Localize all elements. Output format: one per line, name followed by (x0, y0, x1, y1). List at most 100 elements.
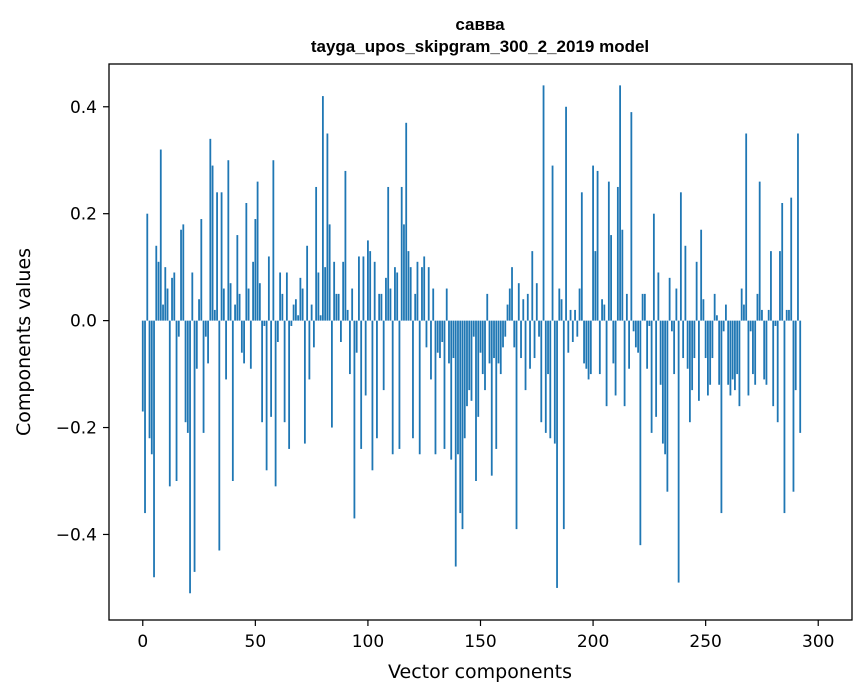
bar (299, 277, 302, 321)
bar (168, 320, 171, 487)
bar (547, 320, 549, 375)
x-tick-label: 50 (245, 632, 267, 652)
bar (549, 320, 552, 439)
bar (292, 304, 295, 321)
bar (164, 267, 167, 321)
bar (661, 320, 664, 444)
bar (540, 320, 543, 423)
bar (319, 315, 322, 321)
bar (594, 251, 597, 321)
bar (776, 320, 779, 423)
bar (403, 224, 405, 321)
bar (716, 315, 718, 321)
bar (619, 85, 621, 321)
bar (749, 320, 752, 332)
bar (493, 320, 495, 359)
bar (391, 320, 394, 455)
bar (279, 272, 282, 321)
bar (249, 320, 252, 369)
bars (141, 85, 802, 594)
bar (612, 320, 615, 364)
bar (605, 320, 608, 407)
bar (700, 229, 703, 321)
bar (520, 320, 522, 359)
bar (430, 320, 432, 380)
bar (479, 320, 482, 353)
bar (333, 261, 336, 321)
chart-title: савва (455, 15, 505, 34)
y-tick-label: 0.0 (70, 312, 97, 332)
bar (531, 251, 534, 321)
bar (240, 320, 243, 353)
bar (515, 320, 518, 530)
bar (207, 320, 209, 364)
bar (238, 293, 241, 321)
bar (745, 133, 748, 321)
bar (637, 320, 640, 353)
bar (670, 320, 673, 332)
bar (623, 320, 626, 407)
bar (583, 320, 585, 364)
bar (722, 320, 725, 332)
x-tick-label: 200 (577, 632, 609, 652)
bar (707, 320, 709, 396)
bar (788, 309, 790, 321)
bar (236, 235, 239, 321)
bar (740, 288, 743, 321)
bar (560, 299, 563, 321)
bar (511, 267, 513, 321)
bar (499, 320, 502, 375)
y-tick-label: −0.4 (56, 525, 97, 545)
bar (538, 320, 540, 337)
x-axis-ticks: 0 50 100 150 200 250 300 (137, 620, 834, 652)
bar (387, 186, 390, 321)
plot-frame (108, 63, 853, 621)
bar (785, 309, 788, 321)
bar (445, 288, 448, 321)
bar (616, 186, 619, 321)
bar (625, 293, 628, 321)
bar (229, 283, 232, 321)
bar (481, 320, 484, 375)
bar (761, 309, 763, 321)
bar (173, 272, 176, 321)
bar (781, 203, 784, 321)
bar (256, 181, 259, 321)
bar (243, 320, 245, 364)
bar (556, 320, 558, 588)
bar (702, 299, 705, 321)
bar (285, 272, 288, 321)
bar (522, 299, 525, 321)
bar (490, 320, 493, 476)
bar (659, 320, 662, 385)
bar (657, 272, 660, 321)
bar (204, 320, 207, 337)
bar (153, 320, 155, 578)
bar (526, 293, 529, 321)
bar (477, 320, 480, 417)
bar (267, 256, 270, 321)
bar (376, 320, 378, 439)
bar (470, 320, 473, 401)
bar (565, 106, 567, 321)
bar (360, 320, 363, 449)
bar (254, 219, 257, 321)
bar (569, 309, 572, 321)
bar (607, 181, 610, 321)
bar (195, 320, 198, 369)
bar (763, 320, 766, 380)
bar (551, 165, 554, 321)
bar (144, 320, 146, 514)
bar (603, 304, 606, 321)
bar (252, 261, 254, 321)
bar (646, 320, 649, 369)
bar (725, 304, 727, 321)
bar (587, 320, 590, 380)
bar (340, 320, 342, 342)
bar (472, 320, 475, 337)
bar (423, 256, 426, 321)
bar (396, 272, 399, 321)
bar (756, 293, 759, 321)
bar (283, 320, 286, 423)
